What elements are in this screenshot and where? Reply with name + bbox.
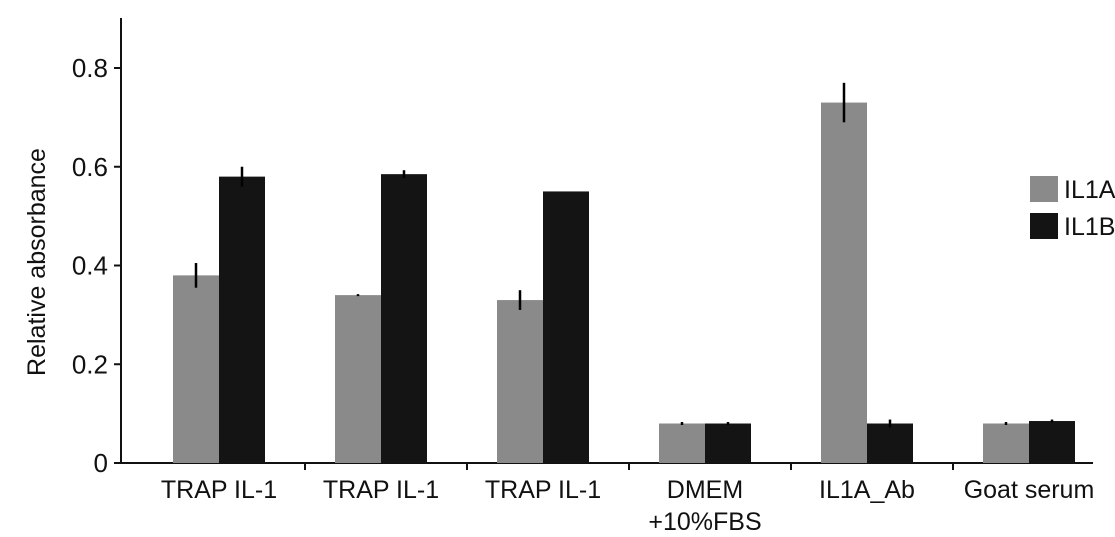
x-axis: TRAP IL-1 TRAP IL-1 TRAP IL-1 DMEM +10%FBS IL… (121, 462, 1095, 536)
bar-il1a (659, 423, 705, 463)
bar-il1b (381, 174, 427, 463)
bar-il1b (867, 423, 913, 463)
category-label: Goat serum (964, 476, 1095, 504)
legend-label: IL1B (1064, 213, 1115, 241)
bar-il1a (821, 102, 867, 463)
bar-il1b (543, 191, 589, 463)
bar-il1a (497, 300, 543, 463)
bar-il1b (705, 423, 751, 463)
legend-label: IL1A (1064, 176, 1115, 204)
y-tick-label: 0.8 (72, 53, 108, 83)
y-axis: 0 0.2 0.4 0.6 0.8 (72, 18, 122, 478)
y-tick-label: 0.2 (72, 349, 108, 379)
category-label: +10%FBS (648, 508, 761, 536)
y-tick-label: 0 (94, 448, 108, 478)
category-label: TRAP IL-1 (485, 476, 601, 504)
y-tick-label: 0.4 (72, 251, 108, 281)
legend-swatch (1030, 213, 1058, 239)
bar-il1a (173, 275, 219, 463)
bar-il1a (335, 295, 381, 463)
bar-il1a (983, 423, 1029, 463)
y-axis-label: Relative absorbance (23, 148, 51, 376)
category-label: IL1A_Ab (819, 476, 915, 504)
y-tick-label: 0.6 (72, 152, 108, 182)
bar-il1b (219, 176, 265, 463)
category-label: DMEM (667, 476, 743, 504)
bar-il1b (1029, 421, 1075, 463)
legend: IL1A IL1B (1030, 176, 1115, 241)
category-label: TRAP IL-1 (161, 476, 277, 504)
bars (173, 82, 1075, 463)
legend-swatch (1030, 176, 1058, 202)
category-label: TRAP IL-1 (323, 476, 439, 504)
